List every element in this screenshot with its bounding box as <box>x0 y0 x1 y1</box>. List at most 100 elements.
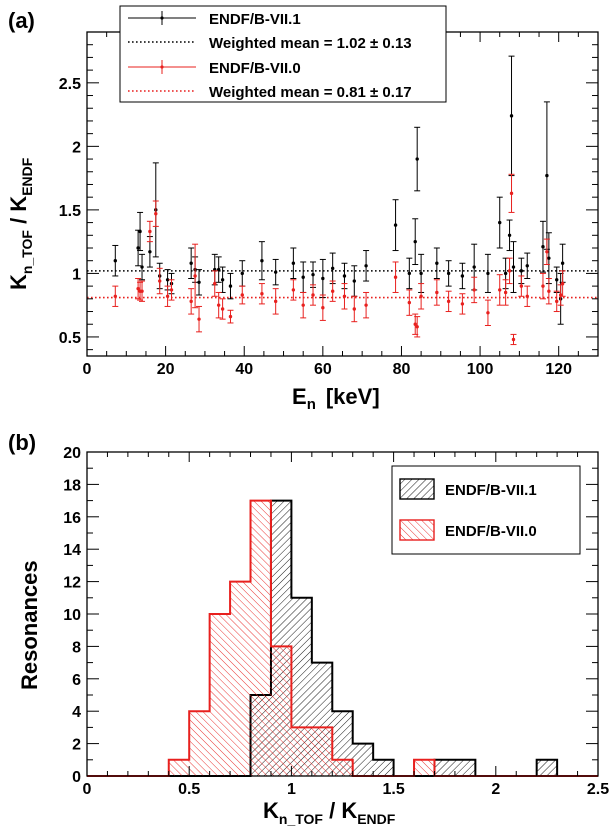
point-vii0-5 <box>152 200 159 227</box>
legend-hist-vii1-label: ENDF/B-VII.1 <box>445 482 537 499</box>
marker <box>545 250 549 254</box>
panel-a-xlabel-main: E <box>292 384 307 409</box>
marker <box>260 259 264 263</box>
marker <box>460 302 465 306</box>
marker <box>240 293 244 297</box>
marker <box>213 281 217 286</box>
marker <box>352 279 356 283</box>
legend-vii0-marker <box>160 65 164 69</box>
panel-b-xlabel-k2: K <box>341 798 357 823</box>
y-tick-label: 1.5 <box>59 203 81 220</box>
hist-bar-vii0 <box>189 711 210 776</box>
hist-bar-vii0 <box>414 759 435 776</box>
marker <box>503 271 508 276</box>
point-vii1-47 <box>553 266 560 293</box>
legend-hist-vii1-swatch <box>399 478 435 500</box>
marker <box>321 276 325 281</box>
panel-a-x-axis-title: En [keV] <box>292 384 380 413</box>
point-vii0-44 <box>539 272 546 300</box>
point-vii0-30 <box>414 316 421 338</box>
hist-bar-vii0 <box>270 646 292 776</box>
marker <box>273 270 278 274</box>
hist-bar-vii1 <box>536 759 558 776</box>
point-vii1-40 <box>508 55 515 177</box>
y-tick-label: 16 <box>63 510 81 527</box>
point-vii0-15 <box>227 309 234 324</box>
marker <box>435 290 439 295</box>
point-vii1-16 <box>239 260 246 287</box>
y-tick-label: 4 <box>72 704 81 721</box>
marker <box>503 290 508 295</box>
point-vii1-0 <box>112 244 119 277</box>
point-vii1-28 <box>406 257 413 290</box>
marker <box>541 245 545 249</box>
hist-bar-vii1 <box>352 743 374 776</box>
marker <box>519 269 524 273</box>
point-vii1-27 <box>392 199 399 252</box>
hist-bar-vii0 <box>291 727 312 776</box>
marker <box>446 299 451 304</box>
marker <box>136 246 140 250</box>
marker <box>228 314 233 319</box>
marker <box>352 307 356 311</box>
marker <box>555 278 559 282</box>
marker <box>509 114 514 118</box>
marker <box>547 289 551 293</box>
marker <box>138 229 142 234</box>
marker <box>220 278 225 282</box>
point-vii1-32 <box>433 247 440 279</box>
point-vii0-38 <box>502 279 509 306</box>
panel-b-x-axis-title: Kn_TOF / KENDF <box>263 798 396 827</box>
marker <box>228 284 233 288</box>
hist-bar-vii0 <box>230 581 251 776</box>
y-tick-label: 2 <box>72 737 81 754</box>
point-vii1-21 <box>310 261 317 288</box>
point-vii0-36 <box>484 299 491 327</box>
point-vii1-3 <box>139 253 146 281</box>
x-tick-label: 120 <box>545 361 572 378</box>
point-vii0-12 <box>211 270 218 297</box>
point-vii1-23 <box>329 252 336 285</box>
marker <box>273 299 278 304</box>
point-vii1-45 <box>543 101 550 250</box>
marker <box>486 271 490 276</box>
marker <box>154 211 158 216</box>
point-vii1-44 <box>539 220 546 273</box>
point-vii0-47 <box>553 290 560 313</box>
marker <box>486 311 490 315</box>
hist-bar-vii0 <box>332 759 353 776</box>
point-vii0-3 <box>139 280 146 302</box>
point-vii1-34 <box>459 262 466 290</box>
point-vii1-22 <box>319 258 326 299</box>
marker <box>545 173 549 178</box>
panel-a-legend: ENDF/B-VII.1 Weighted mean = 1.02 ± 0.13… <box>119 5 447 103</box>
marker <box>525 294 529 298</box>
point-vii0-42 <box>518 275 525 297</box>
point-vii0-23 <box>329 280 336 302</box>
marker <box>342 274 347 278</box>
x-tick-label: 80 <box>393 361 411 378</box>
marker <box>498 288 502 292</box>
point-vii0-7 <box>164 285 171 307</box>
marker <box>415 325 419 329</box>
y-tick-label: 18 <box>63 477 81 494</box>
panel-a-ylabel-sub2: ENDF <box>19 157 35 196</box>
panel-a-plot-area <box>87 55 598 346</box>
marker <box>165 294 170 298</box>
point-vii0-22 <box>319 294 326 321</box>
point-vii0-20 <box>300 291 307 319</box>
marker <box>507 233 512 237</box>
point-vii1-13 <box>215 256 222 283</box>
panel-b-y-axis-title: Resonances <box>17 560 42 690</box>
x-tick-label: 0 <box>83 781 92 798</box>
y-tick-label: 1 <box>72 266 81 283</box>
point-vii0-11 <box>196 305 203 333</box>
marker <box>216 303 221 307</box>
point-vii0-40 <box>508 173 515 213</box>
y-tick-label: 0 <box>72 769 81 786</box>
marker <box>113 294 118 298</box>
panel-a-ylabel-mid: / <box>6 212 31 230</box>
panel-a-x-ticks: 0 20 40 60 80 100 120 <box>83 32 599 378</box>
marker <box>413 239 417 244</box>
